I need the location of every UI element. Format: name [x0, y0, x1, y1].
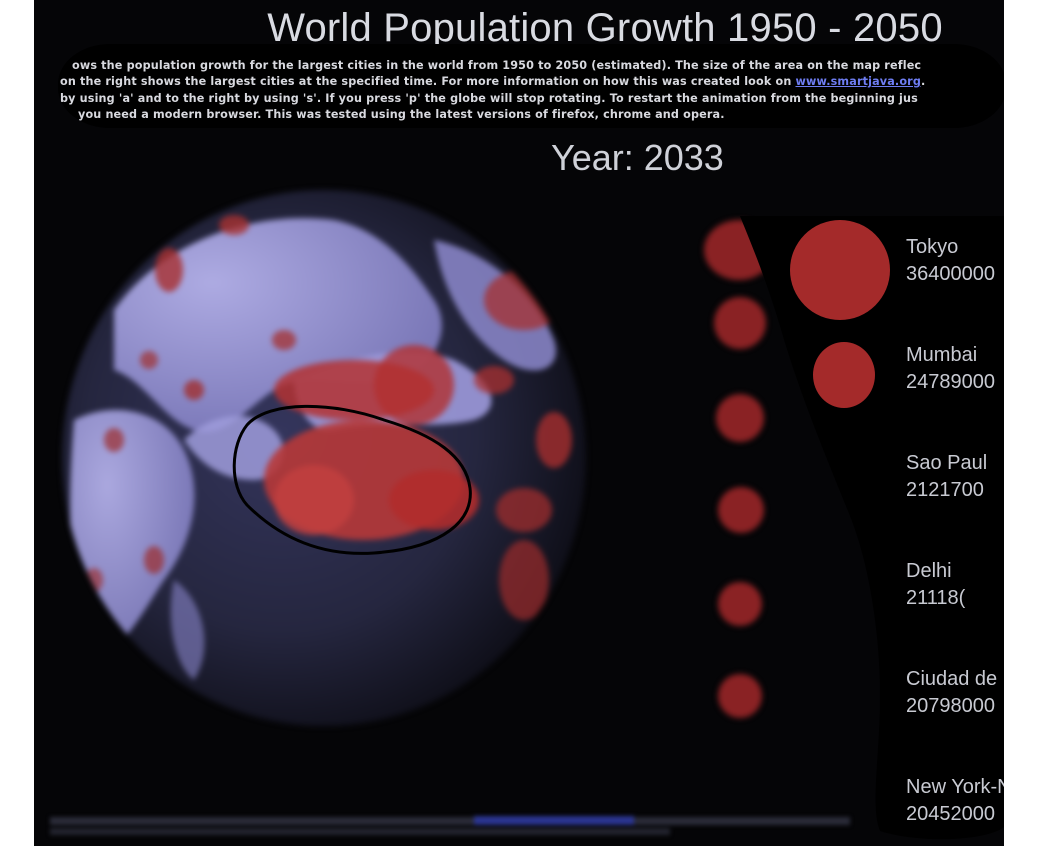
city-name: New York-Ne: [906, 776, 1004, 798]
city-name: Sao Paul: [906, 452, 988, 474]
rank-marker: [714, 297, 766, 349]
footer: [44, 815, 864, 839]
description-line-3: by using 'a' and to the right by using '…: [60, 92, 918, 105]
footer-link[interactable]: [474, 816, 634, 825]
city-marker-mumbai: [813, 342, 875, 408]
city-population: 20452000: [906, 803, 995, 825]
smartjava-link[interactable]: www.smartjava.org: [795, 75, 921, 88]
description-line-2-end: .: [921, 75, 926, 88]
description-line-2-text: on the right shows the largest cities at…: [60, 75, 796, 88]
footer-line: [50, 828, 670, 835]
rank-marker: [718, 487, 764, 533]
city-population: 2121700: [906, 479, 984, 501]
rank-marker: [718, 582, 762, 626]
description-line-2: on the right shows the largest cities at…: [60, 75, 925, 88]
footer-line: [50, 817, 850, 825]
city-marker-tokyo: [790, 220, 890, 320]
highlight-outline: [232, 404, 472, 555]
description-line-1: ows the population growth for the larges…: [72, 59, 922, 72]
city-name: Tokyo: [906, 236, 959, 258]
city-population: 24789000: [906, 371, 995, 393]
rank-marker: [716, 394, 764, 442]
globe-icon: [62, 190, 586, 726]
city-population: 21118(: [906, 587, 966, 609]
description-magnifier: ows the population growth for the larges…: [58, 44, 1004, 128]
city-population: 36400000: [906, 263, 995, 285]
city-name: Ciudad de: [906, 668, 998, 690]
rotating-globe[interactable]: [54, 180, 594, 740]
city-name: Delhi: [906, 560, 952, 582]
ranking-magnifier: Tokyo 36400000 Mumbai 24789000 Sao Paul …: [740, 216, 1004, 841]
web-page: World Population Growth 1950 - 2050 ows …: [34, 0, 1004, 846]
city-name: Mumbai: [906, 344, 978, 366]
magnifier-shape: [740, 216, 1004, 840]
page-title: World Population Growth 1950 - 2050: [267, 6, 943, 50]
description-line-4: you need a modern browser. This was test…: [78, 108, 725, 121]
rank-marker: [718, 674, 762, 718]
city-population: 20798000: [906, 695, 995, 717]
year-label: Year: 2033: [551, 137, 724, 178]
